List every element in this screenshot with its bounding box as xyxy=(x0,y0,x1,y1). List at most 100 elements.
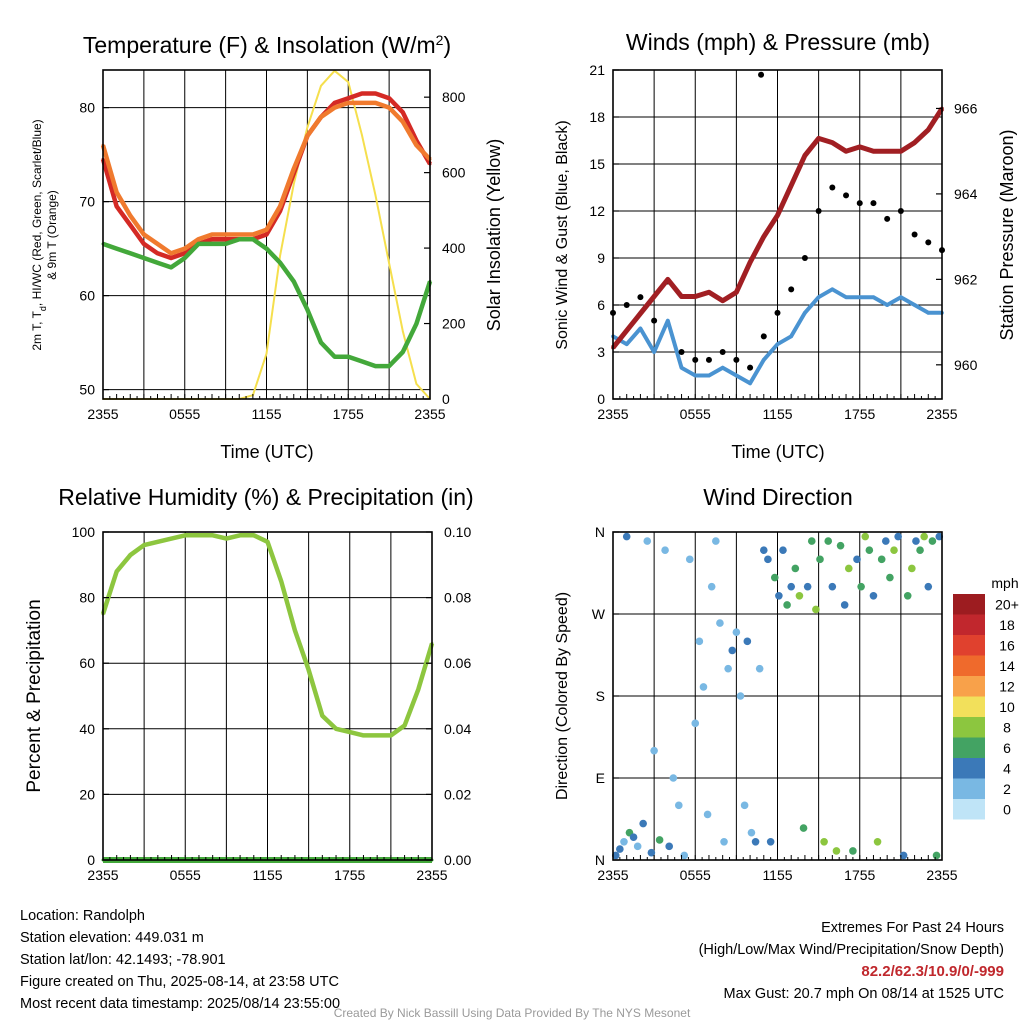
temperature-series-point xyxy=(387,106,391,110)
temperature-series-point xyxy=(142,242,146,246)
wind-direction-point xyxy=(824,537,833,545)
wind-direction-point xyxy=(755,664,764,673)
y-tick-label: 18 xyxy=(589,109,605,125)
relative-humidity-point xyxy=(238,533,242,537)
temperature-series-point xyxy=(196,237,200,241)
insolation-point xyxy=(401,330,404,332)
temperature-series-point xyxy=(169,265,173,269)
wind-direction-point xyxy=(691,719,700,728)
relative-humidity-point xyxy=(361,733,365,737)
temperature-series-point xyxy=(319,115,323,119)
sonic-wind-point xyxy=(638,326,643,331)
insolation-point xyxy=(347,81,350,83)
wind-direction-point xyxy=(932,851,941,860)
station-latlon: Station lat/lon: 42.1493; -78.901 xyxy=(20,952,226,968)
temperature-series-point xyxy=(169,251,173,255)
y-tick-label: S xyxy=(596,688,605,704)
wind-direction-point xyxy=(899,851,908,860)
y-tick-label: 12 xyxy=(589,203,605,219)
y-tick-label: 50 xyxy=(79,382,95,398)
y-tick-label: 100 xyxy=(72,524,96,540)
temperature-series-point xyxy=(387,364,391,368)
station-pressure-point xyxy=(926,128,931,132)
sonic-wind-point xyxy=(926,311,931,315)
temperature-series-point xyxy=(333,101,337,105)
x-tick-label: 1755 xyxy=(333,406,364,422)
relative-humidity-point xyxy=(211,533,215,537)
relative-humidity-point xyxy=(293,628,297,632)
x-tick-label: 0555 xyxy=(169,406,200,422)
x-tick-label: 2355 xyxy=(926,867,957,883)
temperature-series-point xyxy=(237,237,241,241)
winds-y-axis-label: Sonic Wind & Gust (Blue, Black) xyxy=(554,120,571,349)
temperature-series-point xyxy=(183,247,187,251)
wind-direction-point xyxy=(759,546,768,555)
gust-point xyxy=(760,333,767,340)
y-right-tick-label: 960 xyxy=(954,357,978,373)
colorbar-level-label: 10 xyxy=(999,699,1015,715)
y-tick-label: 6 xyxy=(597,297,605,313)
temperature-series-point xyxy=(115,247,119,251)
station-pressure-point xyxy=(789,183,794,188)
relative-humidity-point xyxy=(156,540,160,544)
y-right-tick-label: 0.02 xyxy=(444,786,471,802)
temperature-series-point xyxy=(346,101,350,105)
wind-direction-point xyxy=(675,801,683,810)
gust-point xyxy=(829,184,836,191)
temperature-series-point xyxy=(142,233,146,236)
relative-humidity-point xyxy=(170,537,174,541)
wind-direction-point xyxy=(616,845,624,853)
relative-humidity-point xyxy=(279,579,283,583)
recent-timestamp: Most recent data timestamp: 2025/08/14 2… xyxy=(20,996,341,1012)
sonic-wind-point xyxy=(830,287,835,292)
station-pressure-point xyxy=(816,136,821,141)
sonic-wind-point xyxy=(899,295,903,299)
gust-point xyxy=(788,286,795,293)
colorbar-swatch xyxy=(953,717,985,738)
wind-direction-point xyxy=(665,842,674,851)
y-tick-label: 80 xyxy=(79,590,95,606)
wind-direction-point xyxy=(894,532,902,541)
relative-humidity-point xyxy=(142,543,146,547)
x-tick-label: 1755 xyxy=(334,867,365,883)
sonic-wind-point xyxy=(748,381,752,386)
y-tick-label: 20 xyxy=(79,786,95,802)
temperature-series-point xyxy=(346,96,350,100)
wind-direction-point xyxy=(816,555,824,564)
wind-direction-point xyxy=(650,746,658,755)
sonic-wind-point xyxy=(775,342,780,346)
x-tick-label: 2355 xyxy=(416,867,447,883)
relative-humidity-point xyxy=(252,533,256,537)
wind-direction-point xyxy=(928,537,937,545)
station-pressure-point xyxy=(624,328,629,333)
gust-point xyxy=(884,215,891,222)
wind-direction-point xyxy=(903,591,912,600)
insolation-point xyxy=(374,194,377,197)
wind-direction-point xyxy=(779,546,787,555)
y-tick-label: 60 xyxy=(79,288,95,304)
temperature-series-point xyxy=(237,233,241,236)
y-right-tick-label: 964 xyxy=(954,186,978,202)
y-tick-label: 60 xyxy=(79,655,95,671)
station-pressure-point xyxy=(693,294,698,299)
colorbar-level-label: 18 xyxy=(999,617,1015,633)
wind-direction-point xyxy=(661,546,669,555)
station-pressure-point xyxy=(652,294,656,299)
station-pressure-point xyxy=(885,149,889,153)
temperature-series-point xyxy=(305,134,309,138)
y-right-tick-label: 200 xyxy=(442,316,466,332)
station-pressure-point xyxy=(707,290,711,294)
wind-direction-point xyxy=(865,546,874,555)
relative-humidity-point xyxy=(197,533,201,537)
gust-point xyxy=(692,356,699,363)
wind-direction-point xyxy=(924,582,933,591)
colorbar-swatch xyxy=(953,655,985,676)
gust-point xyxy=(719,349,726,355)
y-tick-label: 9 xyxy=(597,250,605,266)
wind-direction-point xyxy=(807,537,816,545)
y-tick-label: 15 xyxy=(589,156,605,172)
credit-line: Created By Nick Bassill Using Data Provi… xyxy=(333,1006,691,1020)
wind-direction-point xyxy=(803,582,812,591)
station-pressure-point xyxy=(720,298,725,303)
wind-direction-point xyxy=(622,532,631,541)
